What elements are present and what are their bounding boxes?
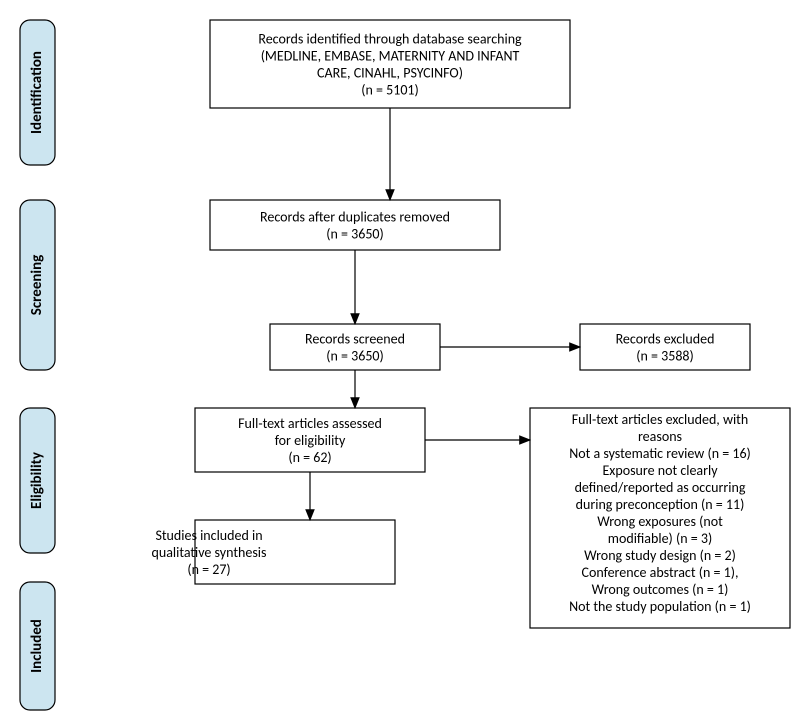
flow-box-b7-line-0: Full-text articles excluded, with xyxy=(572,411,748,428)
flow-box-b5-line-0: Full-text articles assessed xyxy=(238,415,382,432)
flow-box-b6-line-2: (n = 27) xyxy=(187,561,230,578)
flow-box-b1-line-1: (MEDLINE, EMBASE, MATERNITY AND INFANT xyxy=(261,48,520,65)
stage-screening-label: Screening xyxy=(28,255,46,316)
flow-box-b7-line-9: Conference abstract (n = 1), xyxy=(582,564,739,581)
stage-eligibility-label: Eligibility xyxy=(28,451,46,509)
flow-box-b7-line-4: defined/reported as occurring xyxy=(575,479,746,496)
flow-box-b1-line-0: Records identified through database sear… xyxy=(258,31,522,48)
flow-box-b7-line-8: Wrong study design (n = 2) xyxy=(584,547,736,564)
flow-box-b7-line-5: during preconception (n = 11) xyxy=(576,496,745,513)
flow-box-b5-line-2: (n = 62) xyxy=(288,449,331,466)
flow-box-b4-line-1: (n = 3588) xyxy=(636,348,694,365)
flow-box-b3-line-1: (n = 3650) xyxy=(326,348,384,365)
flow-box-b1-line-2: CARE, CINAHL, PSYCINFO) xyxy=(317,65,463,82)
flow-box-b4-line-0: Records excluded xyxy=(616,331,715,348)
flow-box-b6-line-0: Studies included in xyxy=(155,527,262,544)
flow-box-b2-line-0: Records after duplicates removed xyxy=(260,209,450,226)
flow-box-b7-line-6: Wrong exposures (not xyxy=(597,513,723,530)
flow-box-b3-line-0: Records screened xyxy=(305,331,405,348)
stage-identification-label: Identification xyxy=(28,51,46,134)
flow-box-b2-line-1: (n = 3650) xyxy=(326,226,384,243)
flow-box-b7-line-2: Not a systematic review (n = 16) xyxy=(569,445,751,462)
flow-box-b1-line-3: (n = 5101) xyxy=(361,82,419,99)
flow-box-b7-line-7: modifiable) (n = 3) xyxy=(608,530,712,547)
flow-box-b7-line-1: reasons xyxy=(638,428,682,445)
flow-box-b7-line-10: Wrong outcomes (n = 1) xyxy=(592,581,729,598)
flow-box-b5-line-1: for eligibility xyxy=(275,432,346,449)
flow-box-b7-line-11: Not the study population (n = 1) xyxy=(569,598,751,615)
stage-included-label: Included xyxy=(28,619,46,673)
flow-box-b7-line-3: Exposure not clearly xyxy=(602,462,718,479)
flow-box-b6-line-1: qualitative synthesis xyxy=(151,544,266,561)
